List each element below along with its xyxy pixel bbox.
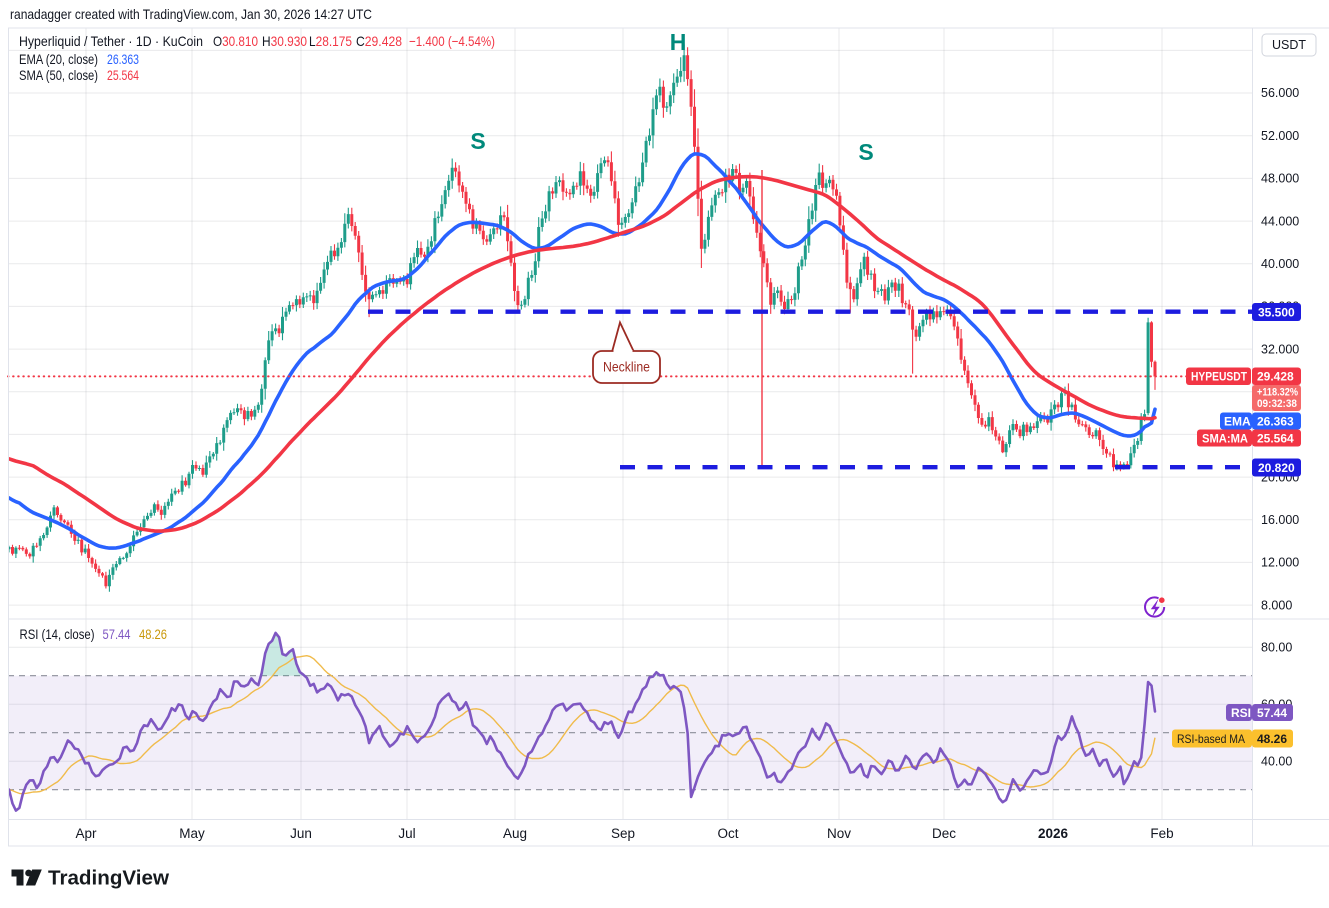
svg-text:Apr: Apr: [75, 826, 97, 841]
svg-text:USDT: USDT: [1272, 38, 1306, 52]
svg-text:52.000: 52.000: [1261, 129, 1299, 143]
svg-text:SMA (50, close): SMA (50, close): [19, 67, 98, 83]
svg-text:S: S: [858, 139, 873, 165]
svg-text:RSI (14, close): RSI (14, close): [20, 626, 95, 642]
svg-text:Aug: Aug: [503, 826, 527, 841]
svg-text:O30.810: O30.810: [213, 33, 258, 49]
svg-text:48.000: 48.000: [1261, 172, 1299, 186]
svg-text:Hyperliquid / Tether · 1D · Ku: Hyperliquid / Tether · 1D · KuCoin: [19, 33, 203, 49]
svg-text:EMA: EMA: [1224, 415, 1251, 429]
svg-text:S: S: [470, 128, 485, 154]
svg-text:EMA (20, close): EMA (20, close): [19, 51, 98, 67]
svg-text:40.00: 40.00: [1261, 754, 1292, 768]
svg-text:12.000: 12.000: [1261, 556, 1299, 570]
svg-text:Jul: Jul: [398, 826, 415, 841]
svg-text:−1.400 (−4.54%): −1.400 (−4.54%): [409, 33, 495, 49]
svg-text:48.26: 48.26: [139, 626, 167, 642]
svg-text:Dec: Dec: [932, 826, 956, 841]
svg-text:H30.930: H30.930: [262, 33, 307, 49]
svg-text:56.000: 56.000: [1261, 86, 1299, 100]
svg-text:C29.428: C29.428: [356, 33, 402, 49]
svg-text:8.000: 8.000: [1261, 598, 1292, 612]
svg-text:ranadagger created with Tradin: ranadagger created with TradingView.com,…: [10, 6, 372, 22]
svg-text:L28.175: L28.175: [309, 33, 352, 49]
svg-text:29.428: 29.428: [1257, 370, 1294, 384]
svg-text:44.000: 44.000: [1261, 214, 1299, 228]
svg-text:Oct: Oct: [717, 826, 738, 841]
svg-text:Sep: Sep: [611, 826, 635, 841]
svg-text:Nov: Nov: [827, 826, 851, 841]
svg-text:H: H: [670, 29, 687, 55]
svg-text:35.500: 35.500: [1258, 306, 1295, 320]
svg-text:48.26: 48.26: [1257, 732, 1287, 746]
svg-text:26.363: 26.363: [1257, 415, 1294, 429]
svg-text:26.363: 26.363: [107, 51, 139, 67]
svg-text:16.000: 16.000: [1261, 513, 1299, 527]
svg-text:32.000: 32.000: [1261, 342, 1299, 356]
svg-text:RSI-based MA: RSI-based MA: [1177, 732, 1245, 746]
svg-text:80.00: 80.00: [1261, 640, 1292, 654]
svg-text:RSI: RSI: [1231, 706, 1251, 720]
svg-text:40.000: 40.000: [1261, 257, 1299, 271]
svg-text:57.44: 57.44: [1257, 706, 1287, 720]
svg-text:25.564: 25.564: [107, 67, 139, 83]
svg-text:57.44: 57.44: [103, 626, 131, 642]
svg-text:Jun: Jun: [290, 826, 312, 841]
svg-text:HYPEUSDT: HYPEUSDT: [1191, 370, 1248, 384]
svg-text:TradingView: TradingView: [48, 867, 169, 890]
svg-text:SMA:MA: SMA:MA: [1202, 432, 1248, 446]
svg-text:09:32:38: 09:32:38: [1257, 398, 1297, 410]
svg-text:Feb: Feb: [1150, 826, 1173, 841]
svg-text:2026: 2026: [1038, 826, 1069, 841]
svg-text:Neckline: Neckline: [603, 360, 650, 375]
svg-text:20.820: 20.820: [1258, 461, 1295, 475]
svg-text:+118.32%: +118.32%: [1257, 387, 1298, 399]
svg-text:25.564: 25.564: [1257, 432, 1294, 446]
svg-text:May: May: [179, 826, 205, 841]
